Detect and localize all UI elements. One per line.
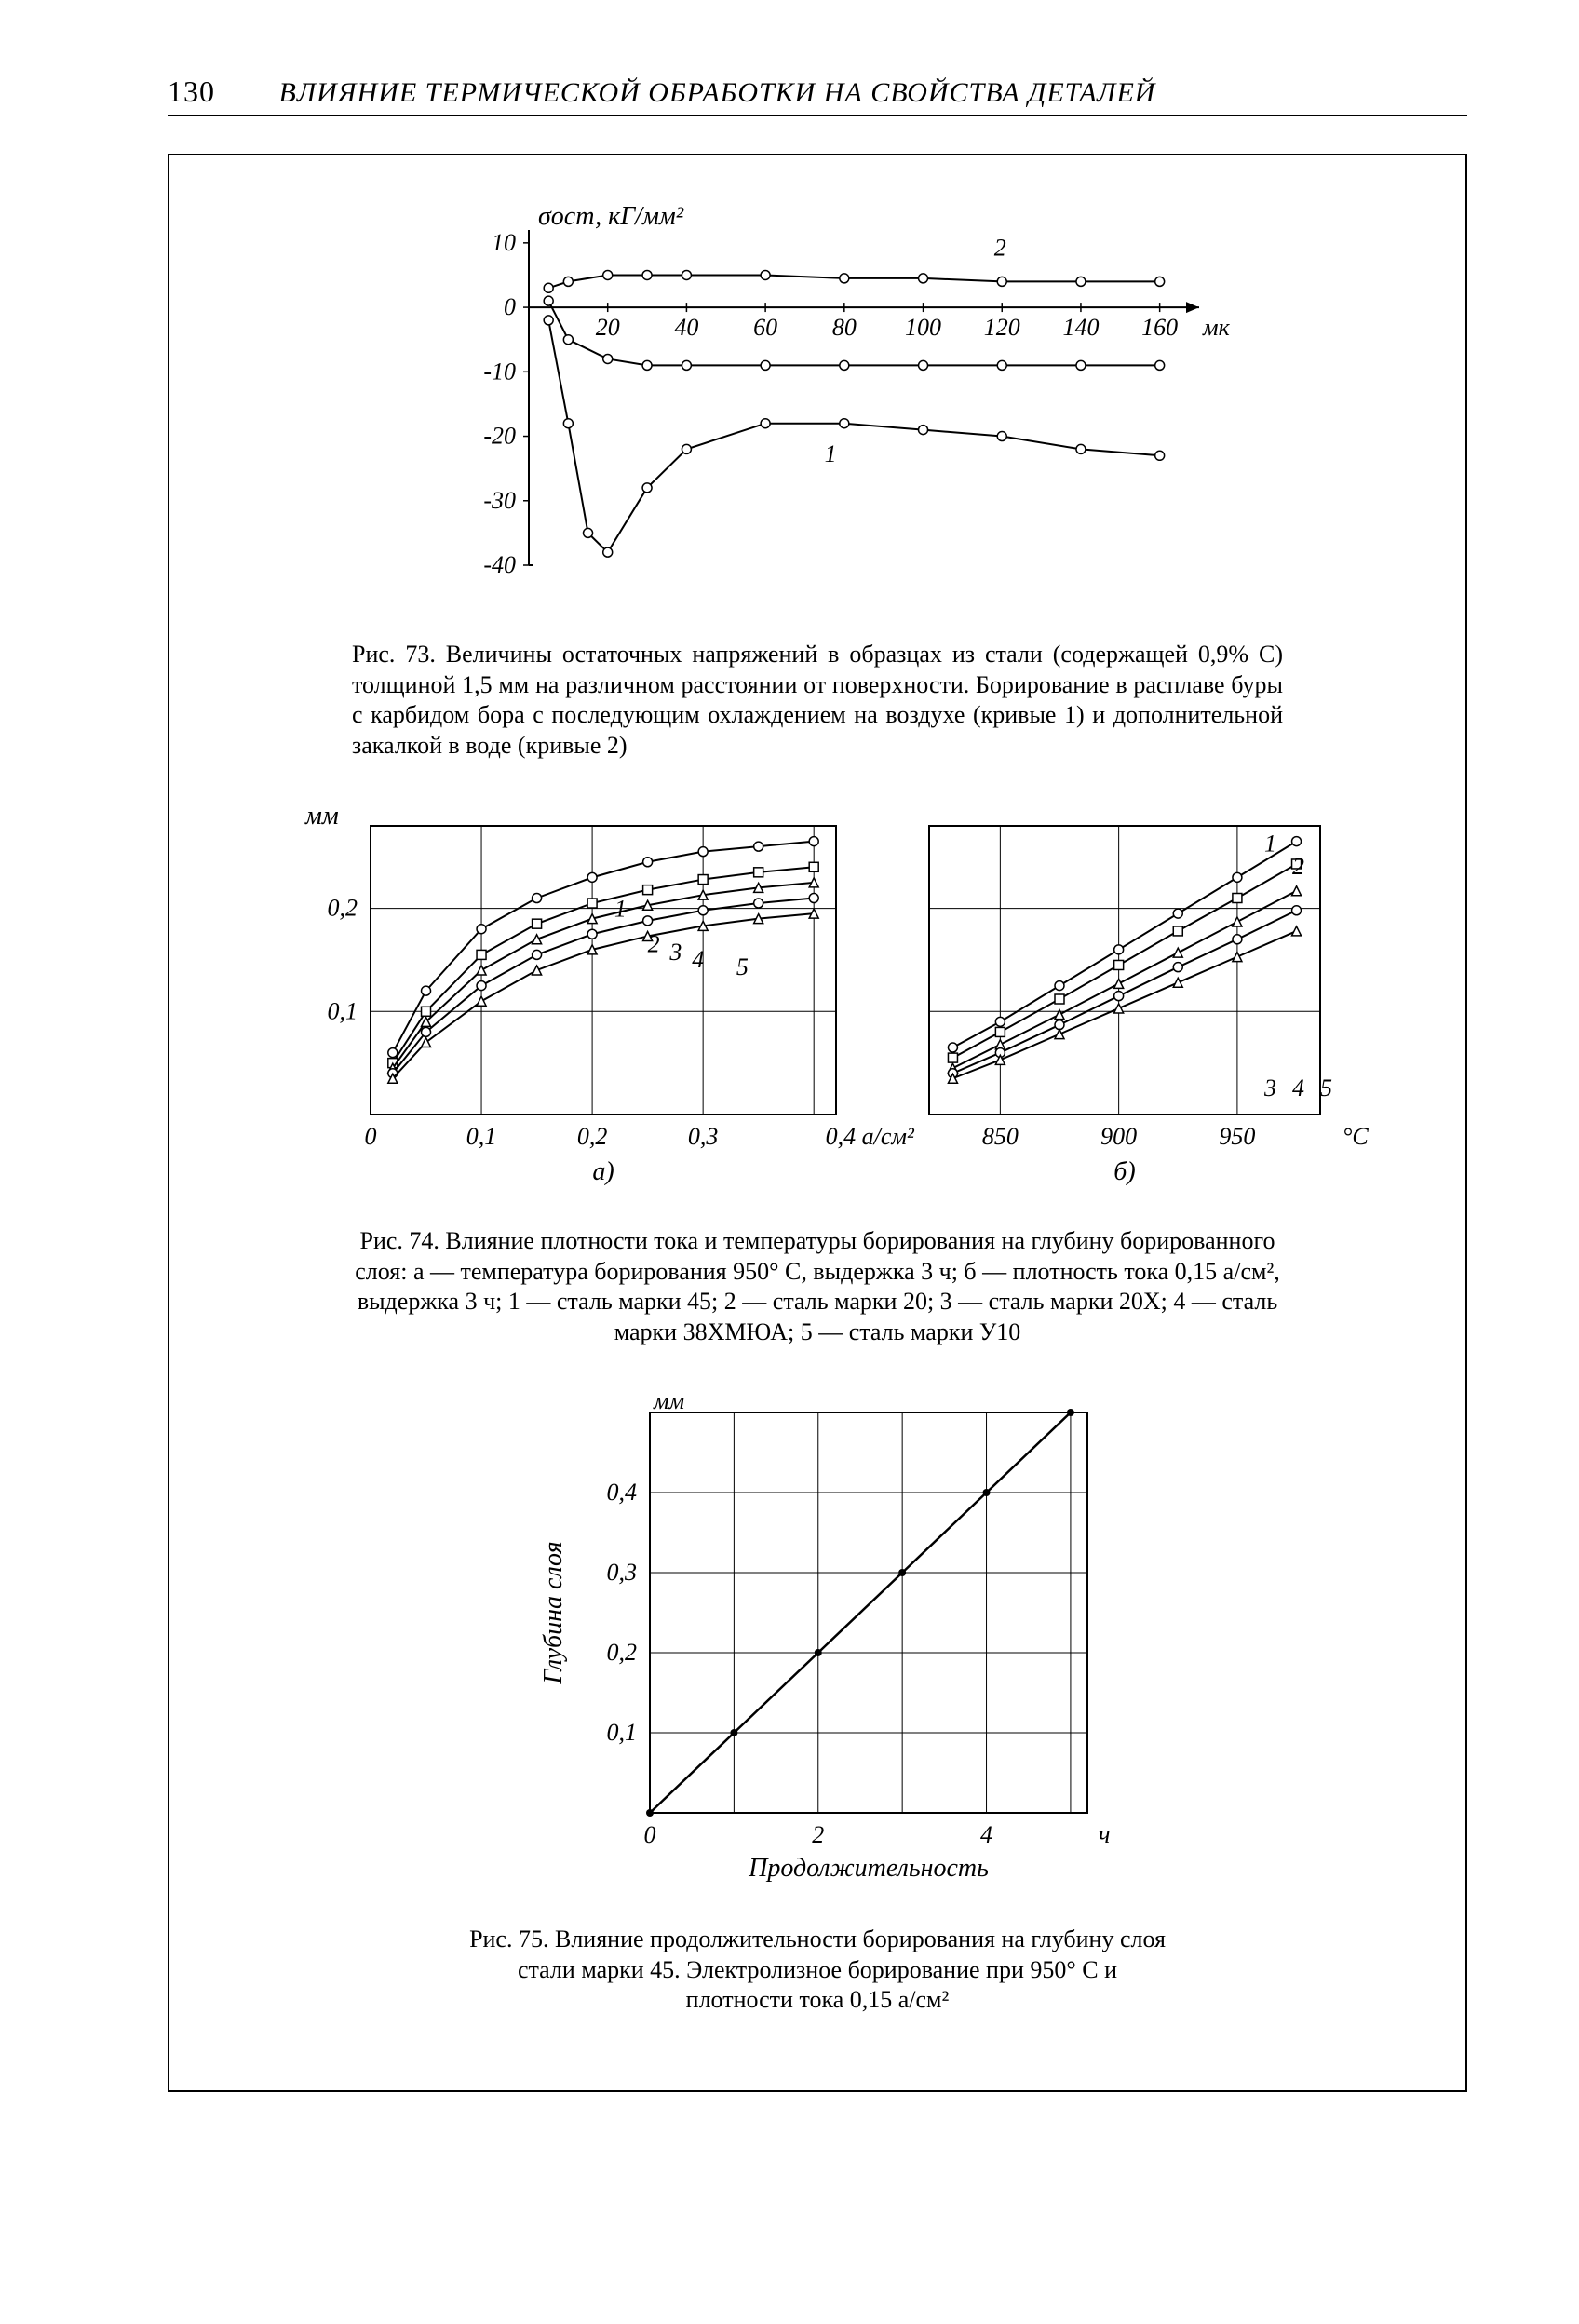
svg-text:0,1: 0,1 [607, 1719, 638, 1746]
svg-text:4: 4 [692, 946, 704, 973]
svg-text:1: 1 [1264, 831, 1276, 858]
svg-text:°C: °C [1343, 1123, 1369, 1150]
svg-text:-40: -40 [483, 551, 516, 578]
svg-text:-30: -30 [483, 487, 516, 514]
svg-text:0,4: 0,4 [607, 1479, 638, 1506]
svg-text:-10: -10 [483, 358, 516, 385]
svg-text:0,2: 0,2 [607, 1639, 638, 1666]
svg-text:3: 3 [1263, 1074, 1276, 1101]
svg-text:4: 4 [1292, 1074, 1304, 1101]
svg-text:а): а) [592, 1157, 614, 1186]
svg-text:900: 900 [1100, 1123, 1137, 1150]
svg-text:160: 160 [1141, 314, 1178, 341]
svg-text:мм: мм [304, 802, 339, 831]
svg-text:120: 120 [984, 314, 1020, 341]
fig-74-chart: 0,10,200,10,20,30,4 а/см²мма)12345850900… [259, 798, 1376, 1208]
svg-text:Продолжительность: Продолжительность [748, 1854, 989, 1883]
svg-text:0: 0 [644, 1821, 656, 1848]
svg-text:2: 2 [1292, 853, 1304, 880]
svg-text:0,2: 0,2 [577, 1123, 608, 1150]
fig-74: 0,10,200,10,20,30,4 а/см²мма)12345850900… [225, 798, 1410, 1208]
svg-text:80: 80 [832, 314, 857, 341]
svg-text:0,3: 0,3 [688, 1123, 719, 1150]
svg-text:10: 10 [492, 229, 516, 256]
svg-text:мм: мм [653, 1387, 684, 1414]
svg-text:950: 950 [1219, 1123, 1255, 1150]
svg-text:40: 40 [674, 314, 698, 341]
svg-text:0,1: 0,1 [328, 997, 358, 1024]
svg-text:σост, кГ/мм²: σост, кГ/мм² [538, 202, 684, 231]
svg-text:60: 60 [753, 314, 777, 341]
svg-text:20: 20 [596, 314, 620, 341]
svg-text:б): б) [1113, 1157, 1135, 1186]
fig-73: 20406080100120140160мк100-10-20-30-40σос… [225, 193, 1410, 621]
svg-text:1: 1 [614, 895, 627, 922]
svg-text:5: 5 [736, 953, 749, 980]
svg-text:0,2: 0,2 [328, 895, 358, 922]
svg-text:0,4 а/см²: 0,4 а/см² [826, 1123, 915, 1150]
svg-text:140: 140 [1062, 314, 1099, 341]
fig-75: 0,1 0,2 0,3 0,4 0 2 4 ч мм Глубина слоя Продолжите… [225, 1385, 1410, 1906]
svg-text:4: 4 [980, 1821, 992, 1848]
content-frame: 20406080100120140160мк100-10-20-30-40σос… [168, 154, 1467, 2092]
svg-text:850: 850 [982, 1123, 1019, 1150]
fig-75-caption: Рис. 75. Влияние продолжительности борир… [464, 1925, 1171, 2016]
fig-75-chart: 0,1 0,2 0,3 0,4 0 2 4 ч мм Глубина слоя Продолжите… [492, 1385, 1143, 1906]
svg-text:0,1: 0,1 [466, 1123, 496, 1150]
svg-text:0: 0 [504, 293, 516, 320]
svg-text:0,3: 0,3 [607, 1559, 638, 1586]
svg-text:2: 2 [812, 1821, 824, 1848]
svg-text:100: 100 [905, 314, 941, 341]
svg-text:1: 1 [825, 440, 837, 467]
fig-74-caption: Рис. 74. Влияние плотности тока и темпер… [352, 1226, 1283, 1347]
svg-text:2: 2 [994, 235, 1006, 262]
svg-text:0: 0 [365, 1123, 377, 1150]
fig-73-chart: 20406080100120140160мк100-10-20-30-40σос… [398, 193, 1236, 621]
running-title: ВЛИЯНИЕ ТЕРМИЧЕСКОЙ ОБРАБОТКИ НА СВОЙСТВ… [279, 77, 1156, 108]
svg-text:Глубина слоя: Глубина слоя [539, 1541, 568, 1684]
svg-text:-20: -20 [483, 423, 516, 450]
svg-text:5: 5 [1320, 1074, 1332, 1101]
svg-text:2: 2 [648, 931, 660, 958]
svg-text:ч: ч [1099, 1821, 1110, 1848]
fig-73-caption: Рис. 73. Величины остаточных напряжений … [352, 640, 1283, 761]
svg-text:3: 3 [668, 939, 682, 966]
svg-text:мк: мк [1202, 314, 1231, 341]
running-header: 130 ВЛИЯНИЕ ТЕРМИЧЕСКОЙ ОБРАБОТКИ НА СВО… [168, 74, 1467, 116]
page: 130 ВЛИЯНИЕ ТЕРМИЧЕСКОЙ ОБРАБОТКИ НА СВО… [0, 0, 1579, 2324]
page-number: 130 [168, 74, 215, 108]
